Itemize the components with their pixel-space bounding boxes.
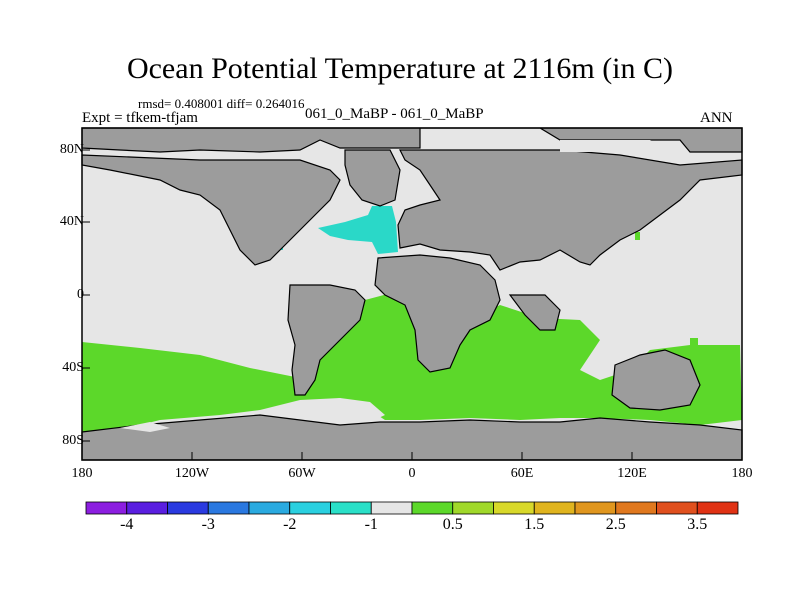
x-tick-label: 60W: [288, 466, 316, 481]
map-title: Ocean Potential Temperature at 2116m (in…: [126, 52, 674, 85]
colorbar-label: -4: [120, 516, 134, 533]
stats-text: rmsd= 0.408001 diff= 0.264016: [138, 96, 305, 111]
y-tick-label: 80S: [62, 433, 84, 448]
y-tick-label: 80N: [59, 142, 84, 157]
colorbar-swatch: [207, 501, 250, 515]
arctic-land: [81, 127, 743, 153]
greenland: [344, 149, 401, 207]
x-tick-label: 120W: [174, 466, 210, 481]
x-tick-label: 180: [71, 466, 93, 481]
australia: [611, 349, 701, 411]
colorbar-label: 2.5: [605, 516, 626, 533]
colorbar-label: -2: [283, 516, 297, 533]
colorbar-swatch: [533, 501, 576, 515]
colorbar-label: 1.5: [524, 516, 545, 533]
colorbar-swatch: [289, 501, 331, 515]
colorbar-label: 3.5: [687, 516, 708, 533]
colorbar-swatch: [167, 501, 209, 515]
neutral-patches: [120, 140, 670, 432]
x-tick-label: 180: [731, 466, 753, 481]
season-label: ANN: [700, 110, 733, 126]
x-tick-label: 60E: [510, 466, 534, 481]
colorbar-swatch: [696, 501, 739, 515]
colorbar-swatch: [248, 501, 291, 515]
colorbar-swatch: [574, 501, 617, 515]
colorbar-swatch: [411, 501, 454, 515]
colorbar-label: -3: [201, 516, 215, 533]
x-tick-label: 120E: [617, 466, 647, 481]
africa: [374, 254, 501, 373]
experiment-label: Expt = tfkem-tfjam: [82, 110, 198, 126]
y-tick-label: 0: [77, 287, 84, 302]
colorbar-swatch: [370, 501, 413, 515]
colorbar: [85, 501, 739, 515]
x-tick-label: 0: [408, 466, 416, 481]
colorbar-swatch: [615, 501, 657, 515]
colorbar-swatch: [656, 501, 698, 515]
colorbar-swatch: [126, 501, 168, 515]
land-masses: [81, 127, 743, 461]
axis-ticks: [81, 149, 743, 460]
south-america: [287, 284, 366, 396]
y-tick-label: 40N: [59, 214, 84, 229]
colorbar-swatch: [85, 501, 128, 515]
y-tick-label: 40S: [62, 360, 84, 375]
colorbar-label: -1: [364, 516, 378, 533]
colorbar-label: 0.5: [442, 516, 463, 533]
north-america: [81, 154, 341, 266]
colorbar-swatch: [452, 501, 494, 515]
south-asia: [508, 294, 561, 331]
cases-label: 061_0_MaBP - 061_0_MaBP: [305, 106, 484, 122]
colorbar-swatch: [330, 501, 372, 515]
colorbar-swatch: [493, 501, 535, 515]
